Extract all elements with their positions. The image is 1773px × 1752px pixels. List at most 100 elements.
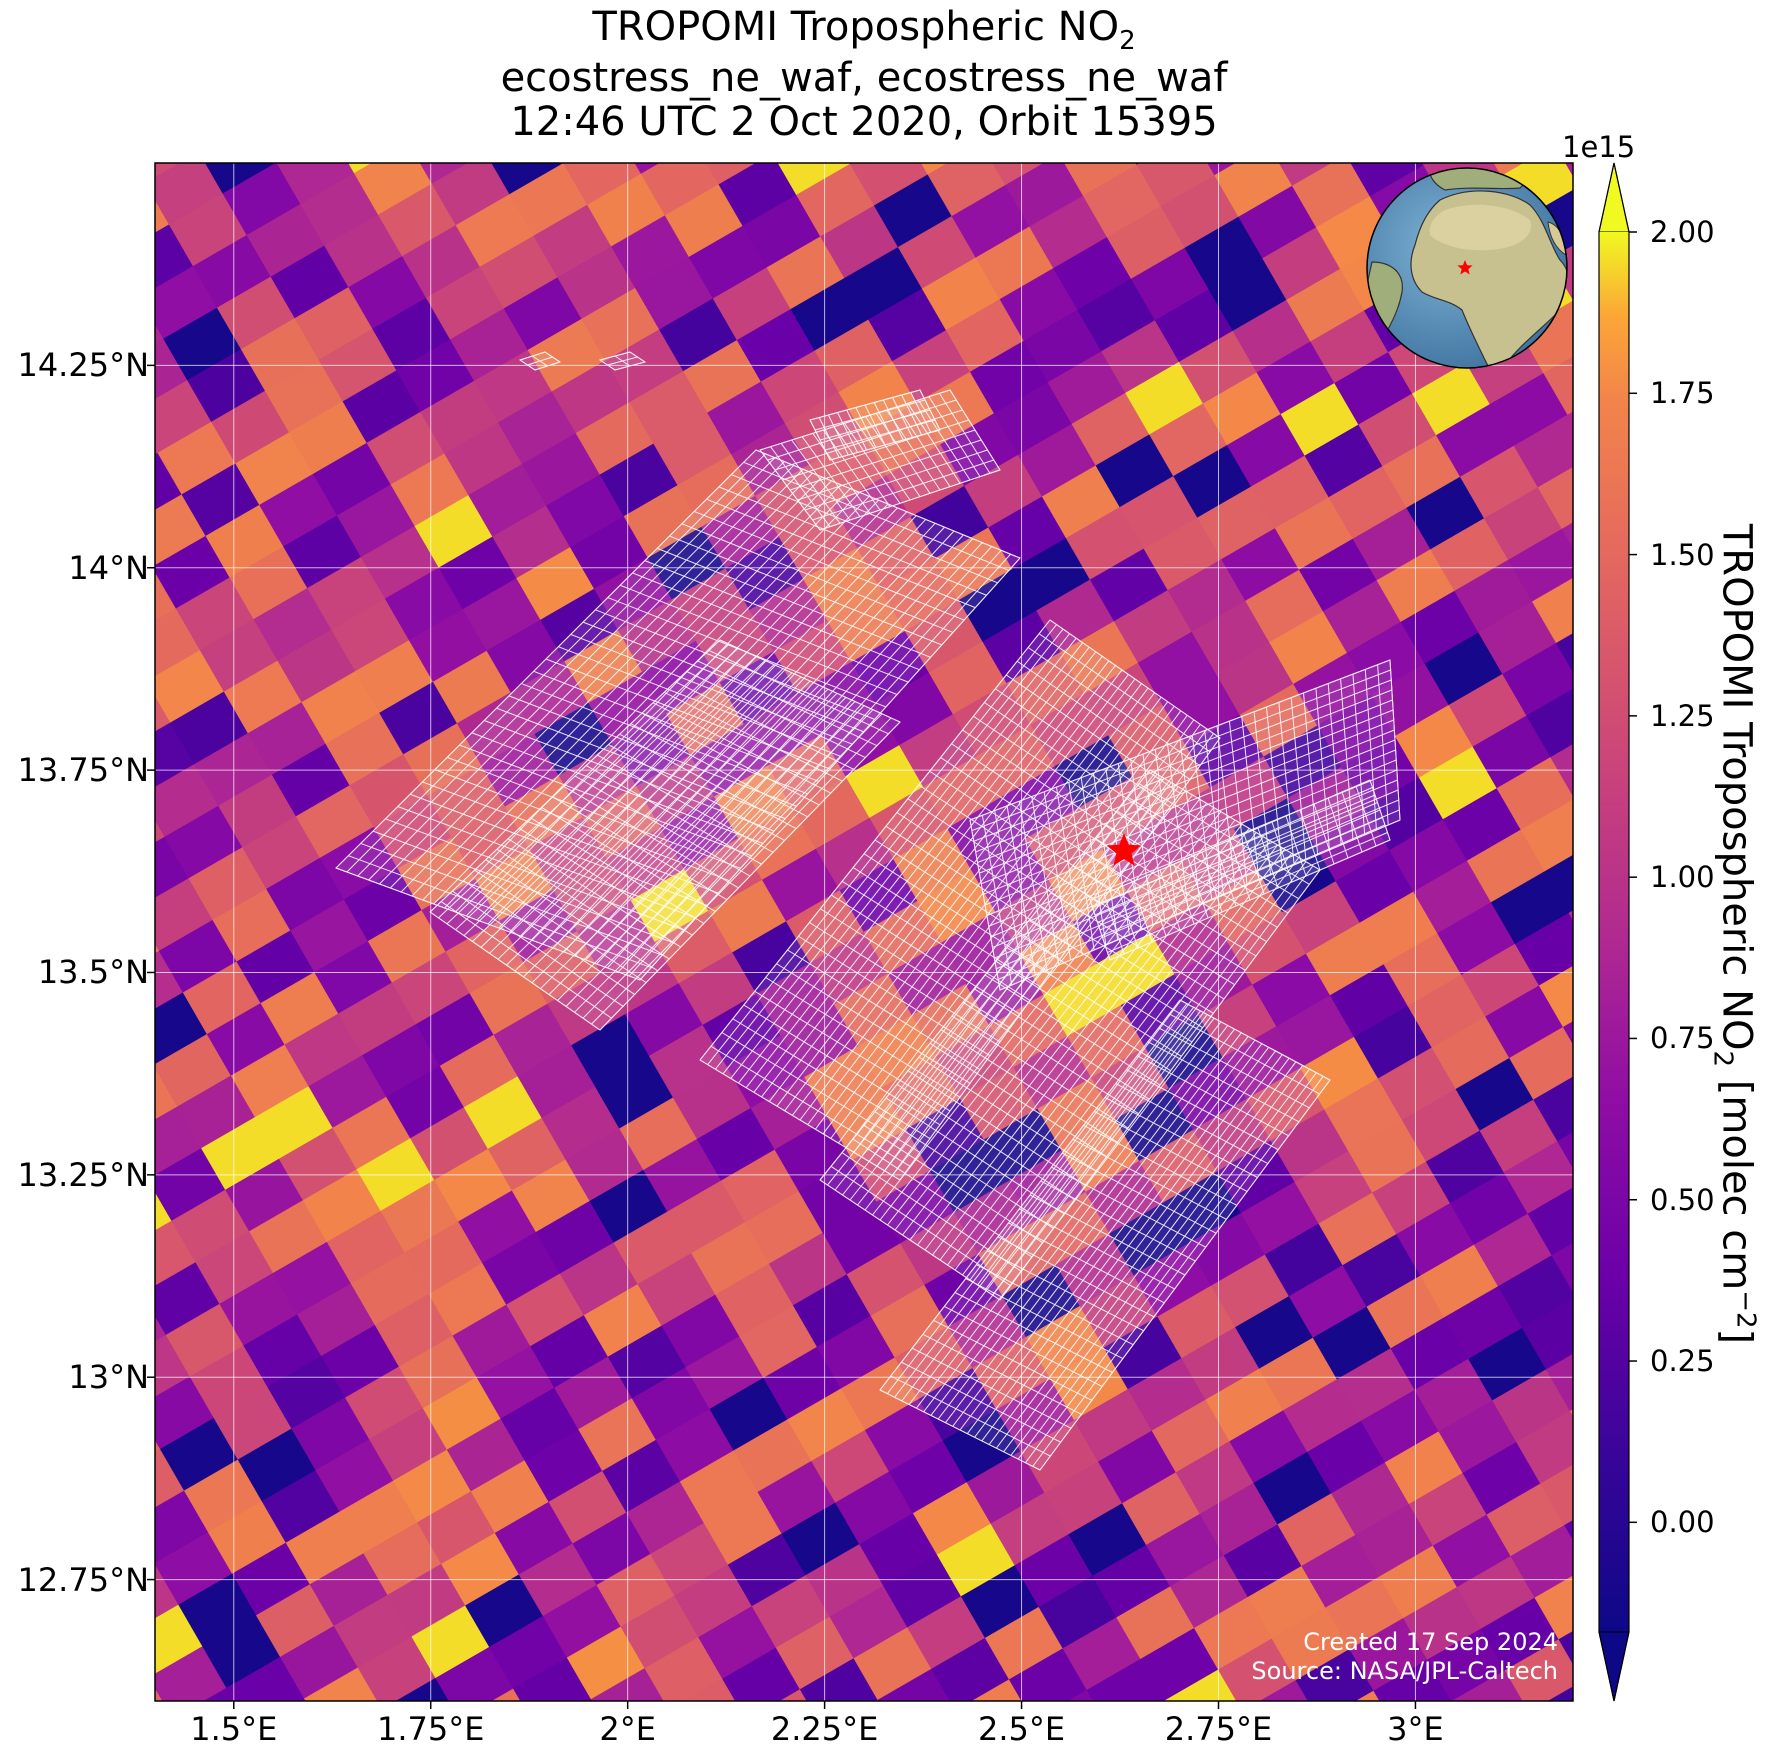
map-title-line3: 12:46 UTC 2 Oct 2020, Orbit 15395 [510,99,1218,145]
ecostress-grid-line [1039,1079,1331,1471]
tropomi-pixel [1551,1242,1573,1293]
longitude-label: 2°E [599,1710,656,1748]
ecostress-grid-line [422,480,832,901]
ecostress-grid-line [714,628,1064,1070]
ecostress-grid-line [894,1006,1195,1398]
ecostress-grid-line [411,476,823,897]
tropomi-pixel [1475,1712,1553,1752]
tropomi-pixel [515,49,593,122]
tropomi-pixel [1537,466,1573,530]
tropomi-pixel [155,819,166,843]
ecostress-grid-line [722,633,1071,1075]
ecostress-grid-line [1003,1061,1297,1453]
tropomi-pixel [204,163,277,194]
colorbar-exponent: 1e15 [1562,130,1636,164]
ecostress-grid-line [745,646,1090,1088]
map-gridlines [155,163,1573,1701]
tropomi-pixel [1544,854,1573,914]
tropomi-pixel [306,59,384,132]
ecostress-grid-line [1102,817,1383,938]
tropomi-pixel [1607,1692,1685,1752]
ecostress-grid-line [894,811,1222,1231]
tropomi-pixel [877,1668,951,1701]
tropomi-pixel [419,163,469,185]
tropomi-pixel [229,49,307,122]
ecostress-grid-line [981,1050,1276,1442]
latitude-label: 13.25°N [17,1155,149,1194]
ecostress-grid-line [433,484,842,905]
ecostress-grid-line [557,701,856,1001]
ecostress-grid-line [977,699,1393,863]
colorbar-extend-max [1598,162,1630,233]
ecostress-grid-line [853,710,1182,1153]
tropomi-pixel [1557,1132,1573,1169]
ecostress-grid-line [999,819,1401,991]
tropomi-pixel [1661,1661,1739,1734]
tropomi-pixel [62,256,140,329]
tropomi-pixel [1547,1686,1573,1701]
ecostress-grid-line [444,488,851,909]
ecostress-grid-line [984,739,1396,906]
ecostress-grid-line [531,519,927,941]
ecostress-grid-line [346,453,766,873]
tropomi-pixel [880,61,958,134]
colorbar-tick-label: 0.25 [1650,1344,1715,1379]
ecostress-grid-line [994,789,1399,959]
tropomi-pixel [1553,1723,1631,1752]
latitude-label: 14°N [68,548,149,587]
tropomi-pixel [1585,41,1663,114]
ecostress-grid-line [1092,787,1373,908]
colorbar-tick-label: 1.75 [1650,376,1715,411]
tropomi-pixel [1567,411,1573,425]
ecostress-grid-line [531,688,829,984]
latitude-label: 13°N [68,1358,149,1397]
ecostress-grid-line [915,1017,1215,1409]
ecostress-grid-line [506,676,802,966]
tropomi-pixel [64,1252,142,1325]
tropomi-pixel [971,1679,1022,1701]
ecostress-grid-line [797,439,982,501]
ecostress-grid-line [973,679,1392,842]
colorbar-extend-min [1598,1631,1630,1702]
tropomi-pixel [1534,1575,1573,1640]
ecostress-grid-line [923,1021,1222,1413]
tropomi-pixel [1561,522,1573,549]
tropomi-pixel [958,71,1036,144]
tropomi-pixel [1628,737,1706,810]
tropomi-pixel [438,39,516,112]
ecostress-grid-line [599,351,631,361]
ecostress-grid-line [730,637,1077,1079]
ecostress-grid-line [995,1057,1290,1449]
tropomi-pixel [491,1688,521,1701]
tropomi-pixel [1298,41,1376,114]
tropomi-pixel [68,142,146,215]
tropomi-pixel [1533,1076,1573,1142]
ecostress-grid-line [974,1046,1270,1438]
ecostress-tile [1089,779,1391,961]
tropomi-pixel [1648,1391,1726,1464]
ecostress-grid-line [902,815,1229,1236]
ecostress-grid-line [937,1028,1235,1420]
ecostress-grid-line [607,356,638,366]
tropomi-pixel [155,447,159,455]
tropomi-pixel [1502,642,1573,717]
ecostress-grid-line [812,459,994,521]
ecostress-grid-line [552,526,945,949]
longitude-label: 2.25°E [770,1710,879,1748]
ecostress-grid-line [540,692,838,990]
ecostress-grid-line [761,656,1103,1098]
ecostress-grid-line [864,794,1193,1211]
tropomi-pixel [1244,72,1322,145]
ecostress-grid-line [819,469,1001,531]
ecostress-grid-line [699,619,1051,1061]
tropomi-pixel [849,163,853,165]
tropomi-pixel [1630,1235,1708,1308]
tropomi-pixel [1493,163,1525,177]
ecostress-grid-line [814,687,1149,1130]
ecostress-grid-line [463,656,757,936]
tropomi-pixel [1322,82,1400,155]
ecostress-tile [759,389,1001,531]
ecostress-footprint-grid [335,351,1401,1471]
ecostress-grid-line [368,461,785,881]
